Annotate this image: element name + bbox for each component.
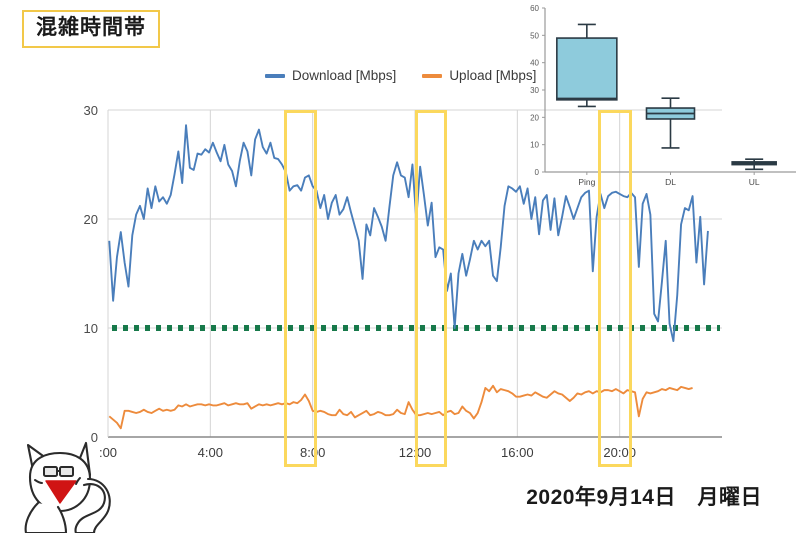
svg-text:16:00: 16:00 <box>501 445 534 460</box>
svg-text:50: 50 <box>530 31 539 40</box>
svg-text:30: 30 <box>530 86 539 95</box>
svg-text:4:00: 4:00 <box>198 445 223 460</box>
legend-label-download: Download [Mbps] <box>292 68 397 83</box>
chart-legend: Download [Mbps] Upload [Mbps] <box>265 68 536 83</box>
svg-text:20: 20 <box>530 113 539 122</box>
date-caption: 2020年9月14日 月曜日 <box>526 486 762 509</box>
svg-text:0: 0 <box>91 430 98 445</box>
busy-window-evening <box>598 110 632 467</box>
cat-mouth <box>45 480 77 504</box>
svg-text:UL: UL <box>749 177 760 187</box>
legend-label-upload: Upload [Mbps] <box>449 68 537 83</box>
series-line-upload <box>108 384 693 430</box>
series-line-download <box>108 124 709 343</box>
legend-item-download: Download [Mbps] <box>265 68 396 83</box>
svg-text:Ping: Ping <box>578 177 595 187</box>
main-chart-y-tick-labels: 0 10 20 30 <box>84 103 98 445</box>
legend-item-upload: Upload [Mbps] <box>422 68 536 83</box>
svg-text:10: 10 <box>530 141 539 150</box>
main-chart-x-tick-labels: :00 4:00 8:00 12:00 16:00 20:00 <box>99 445 636 460</box>
cat-mascot <box>24 441 111 533</box>
svg-text:8:00: 8:00 <box>300 445 325 460</box>
svg-text:10: 10 <box>84 321 98 336</box>
inset-category-labels: Ping DL UL <box>578 172 760 187</box>
page-title: 混雑時間帯 <box>22 10 160 49</box>
cat-glasses <box>43 466 74 477</box>
legend-swatch-download <box>265 73 285 78</box>
svg-text::00: :00 <box>99 445 117 460</box>
svg-text:20:00: 20:00 <box>603 445 636 460</box>
inset-box-glyphs <box>556 23 777 171</box>
inset-y-tick-labels: 0 10 20 30 40 50 60 <box>530 4 545 177</box>
busy-window-midday <box>415 110 447 467</box>
busy-window-morning <box>284 110 317 467</box>
legend-swatch-upload <box>422 73 443 78</box>
cat-body <box>24 501 68 533</box>
svg-text:30: 30 <box>84 103 98 118</box>
inset-boxplot-chart: 0 10 20 30 40 50 60 Ping DL UL <box>530 4 796 187</box>
cat-cheek-lines <box>34 477 81 485</box>
svg-text:0: 0 <box>535 168 540 177</box>
cat-paw-raised <box>74 477 111 533</box>
svg-text:40: 40 <box>530 59 539 68</box>
svg-text:60: 60 <box>530 4 539 13</box>
svg-text:DL: DL <box>665 177 676 187</box>
svg-text:20: 20 <box>84 212 98 227</box>
